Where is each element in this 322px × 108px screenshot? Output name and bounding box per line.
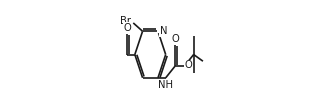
Text: O: O <box>171 34 179 44</box>
Text: Br: Br <box>120 16 131 26</box>
Text: O: O <box>123 23 131 33</box>
Text: NH: NH <box>158 80 173 90</box>
Text: N: N <box>160 26 167 36</box>
Text: O: O <box>185 60 193 70</box>
